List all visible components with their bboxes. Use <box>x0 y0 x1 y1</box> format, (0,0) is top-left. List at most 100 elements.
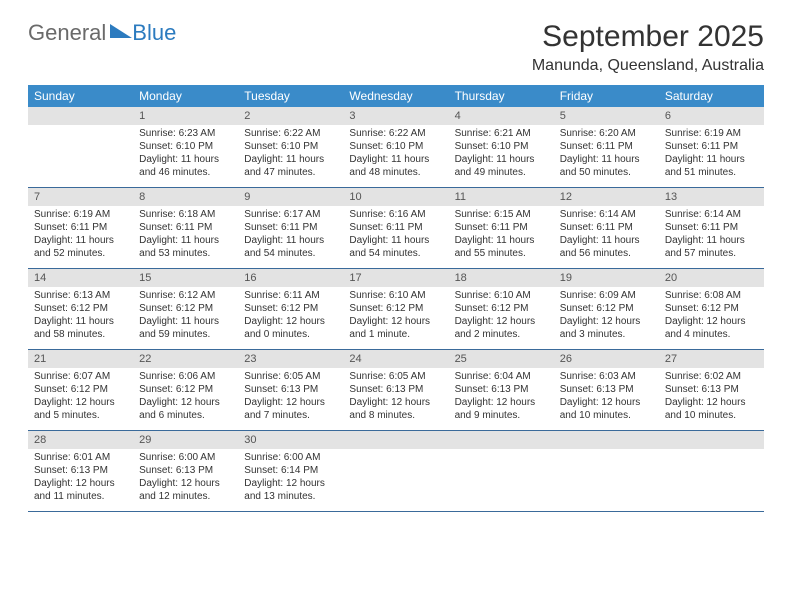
dayA-text: Daylight: 11 hours <box>139 315 232 328</box>
dayB-text: and 0 minutes. <box>244 328 337 341</box>
dayA-text: Daylight: 11 hours <box>349 234 442 247</box>
dayA-text: Daylight: 12 hours <box>665 396 758 409</box>
dayA-text: Daylight: 11 hours <box>34 234 127 247</box>
calendar-cell: 13Sunrise: 6:14 AMSunset: 6:11 PMDayligh… <box>659 188 764 268</box>
weekday-header: Wednesday <box>343 85 448 107</box>
calendar-cell: 19Sunrise: 6:09 AMSunset: 6:12 PMDayligh… <box>554 269 659 349</box>
day-number: 17 <box>343 269 448 287</box>
dayA-text: Daylight: 11 hours <box>139 153 232 166</box>
sunrise-text: Sunrise: 6:02 AM <box>665 370 758 383</box>
sunrise-text: Sunrise: 6:03 AM <box>560 370 653 383</box>
weekday-header: Sunday <box>28 85 133 107</box>
sunset-text: Sunset: 6:11 PM <box>244 221 337 234</box>
dayA-text: Daylight: 12 hours <box>455 396 548 409</box>
sunset-text: Sunset: 6:12 PM <box>139 383 232 396</box>
day-details: Sunrise: 6:05 AMSunset: 6:13 PMDaylight:… <box>343 368 448 426</box>
dayB-text: and 54 minutes. <box>244 247 337 260</box>
day-details: Sunrise: 6:00 AMSunset: 6:13 PMDaylight:… <box>133 449 238 507</box>
dayA-text: Daylight: 11 hours <box>349 153 442 166</box>
logo-triangle-icon <box>110 24 132 38</box>
dayA-text: Daylight: 12 hours <box>560 315 653 328</box>
dayA-text: Daylight: 12 hours <box>244 477 337 490</box>
dayA-text: Daylight: 12 hours <box>349 315 442 328</box>
day-details: Sunrise: 6:21 AMSunset: 6:10 PMDaylight:… <box>449 125 554 183</box>
day-number: 5 <box>554 107 659 125</box>
calendar-row: 1Sunrise: 6:23 AMSunset: 6:10 PMDaylight… <box>28 107 764 188</box>
dayB-text: and 57 minutes. <box>665 247 758 260</box>
weekday-header: Friday <box>554 85 659 107</box>
weekday-header: Thursday <box>449 85 554 107</box>
weekday-header: Saturday <box>659 85 764 107</box>
sunset-text: Sunset: 6:13 PM <box>34 464 127 477</box>
day-details: Sunrise: 6:18 AMSunset: 6:11 PMDaylight:… <box>133 206 238 264</box>
day-number: 8 <box>133 188 238 206</box>
calendar-cell: 14Sunrise: 6:13 AMSunset: 6:12 PMDayligh… <box>28 269 133 349</box>
day-number: 26 <box>554 350 659 368</box>
day-number: 15 <box>133 269 238 287</box>
day-details: Sunrise: 6:06 AMSunset: 6:12 PMDaylight:… <box>133 368 238 426</box>
calendar-cell: 10Sunrise: 6:16 AMSunset: 6:11 PMDayligh… <box>343 188 448 268</box>
sunset-text: Sunset: 6:12 PM <box>349 302 442 315</box>
day-number: 1 <box>133 107 238 125</box>
logo-text-general: General <box>28 20 106 46</box>
day-number: 25 <box>449 350 554 368</box>
day-details: Sunrise: 6:15 AMSunset: 6:11 PMDaylight:… <box>449 206 554 264</box>
sunrise-text: Sunrise: 6:12 AM <box>139 289 232 302</box>
calendar-cell: 1Sunrise: 6:23 AMSunset: 6:10 PMDaylight… <box>133 107 238 187</box>
day-number: 14 <box>28 269 133 287</box>
day-number: 10 <box>343 188 448 206</box>
sunset-text: Sunset: 6:11 PM <box>560 221 653 234</box>
day-details: Sunrise: 6:03 AMSunset: 6:13 PMDaylight:… <box>554 368 659 426</box>
day-number: 28 <box>28 431 133 449</box>
day-details: Sunrise: 6:02 AMSunset: 6:13 PMDaylight:… <box>659 368 764 426</box>
day-number: 20 <box>659 269 764 287</box>
calendar-cell <box>449 431 554 511</box>
sunset-text: Sunset: 6:11 PM <box>139 221 232 234</box>
calendar-cell: 21Sunrise: 6:07 AMSunset: 6:12 PMDayligh… <box>28 350 133 430</box>
day-details: Sunrise: 6:00 AMSunset: 6:14 PMDaylight:… <box>238 449 343 507</box>
title-block: September 2025 Manunda, Queensland, Aust… <box>532 20 764 75</box>
sunset-text: Sunset: 6:13 PM <box>560 383 653 396</box>
sunrise-text: Sunrise: 6:00 AM <box>139 451 232 464</box>
day-number: 2 <box>238 107 343 125</box>
dayA-text: Daylight: 11 hours <box>665 234 758 247</box>
day-details: Sunrise: 6:13 AMSunset: 6:12 PMDaylight:… <box>28 287 133 345</box>
day-details: Sunrise: 6:08 AMSunset: 6:12 PMDaylight:… <box>659 287 764 345</box>
sunrise-text: Sunrise: 6:22 AM <box>349 127 442 140</box>
day-number: 27 <box>659 350 764 368</box>
sunrise-text: Sunrise: 6:13 AM <box>34 289 127 302</box>
weekday-header: Monday <box>133 85 238 107</box>
day-details: Sunrise: 6:19 AMSunset: 6:11 PMDaylight:… <box>659 125 764 183</box>
day-number <box>659 431 764 449</box>
calendar-cell: 4Sunrise: 6:21 AMSunset: 6:10 PMDaylight… <box>449 107 554 187</box>
sunrise-text: Sunrise: 6:21 AM <box>455 127 548 140</box>
sunset-text: Sunset: 6:12 PM <box>34 302 127 315</box>
sunrise-text: Sunrise: 6:17 AM <box>244 208 337 221</box>
calendar-cell: 5Sunrise: 6:20 AMSunset: 6:11 PMDaylight… <box>554 107 659 187</box>
calendar-cell: 8Sunrise: 6:18 AMSunset: 6:11 PMDaylight… <box>133 188 238 268</box>
sunrise-text: Sunrise: 6:22 AM <box>244 127 337 140</box>
calendar-cell: 2Sunrise: 6:22 AMSunset: 6:10 PMDaylight… <box>238 107 343 187</box>
calendar-row: 14Sunrise: 6:13 AMSunset: 6:12 PMDayligh… <box>28 269 764 350</box>
sunset-text: Sunset: 6:12 PM <box>455 302 548 315</box>
calendar-page: General Blue September 2025 Manunda, Que… <box>0 0 792 612</box>
day-number: 29 <box>133 431 238 449</box>
day-number: 21 <box>28 350 133 368</box>
dayA-text: Daylight: 11 hours <box>665 153 758 166</box>
calendar-row: 21Sunrise: 6:07 AMSunset: 6:12 PMDayligh… <box>28 350 764 431</box>
calendar-cell: 24Sunrise: 6:05 AMSunset: 6:13 PMDayligh… <box>343 350 448 430</box>
calendar-cell: 30Sunrise: 6:00 AMSunset: 6:14 PMDayligh… <box>238 431 343 511</box>
sunset-text: Sunset: 6:11 PM <box>34 221 127 234</box>
dayB-text: and 9 minutes. <box>455 409 548 422</box>
logo: General Blue <box>28 20 176 46</box>
day-details: Sunrise: 6:10 AMSunset: 6:12 PMDaylight:… <box>449 287 554 345</box>
dayB-text: and 10 minutes. <box>560 409 653 422</box>
dayA-text: Daylight: 12 hours <box>560 396 653 409</box>
day-details: Sunrise: 6:12 AMSunset: 6:12 PMDaylight:… <box>133 287 238 345</box>
dayB-text: and 4 minutes. <box>665 328 758 341</box>
calendar-cell: 20Sunrise: 6:08 AMSunset: 6:12 PMDayligh… <box>659 269 764 349</box>
sunset-text: Sunset: 6:12 PM <box>244 302 337 315</box>
dayB-text: and 13 minutes. <box>244 490 337 503</box>
dayB-text: and 47 minutes. <box>244 166 337 179</box>
dayB-text: and 46 minutes. <box>139 166 232 179</box>
